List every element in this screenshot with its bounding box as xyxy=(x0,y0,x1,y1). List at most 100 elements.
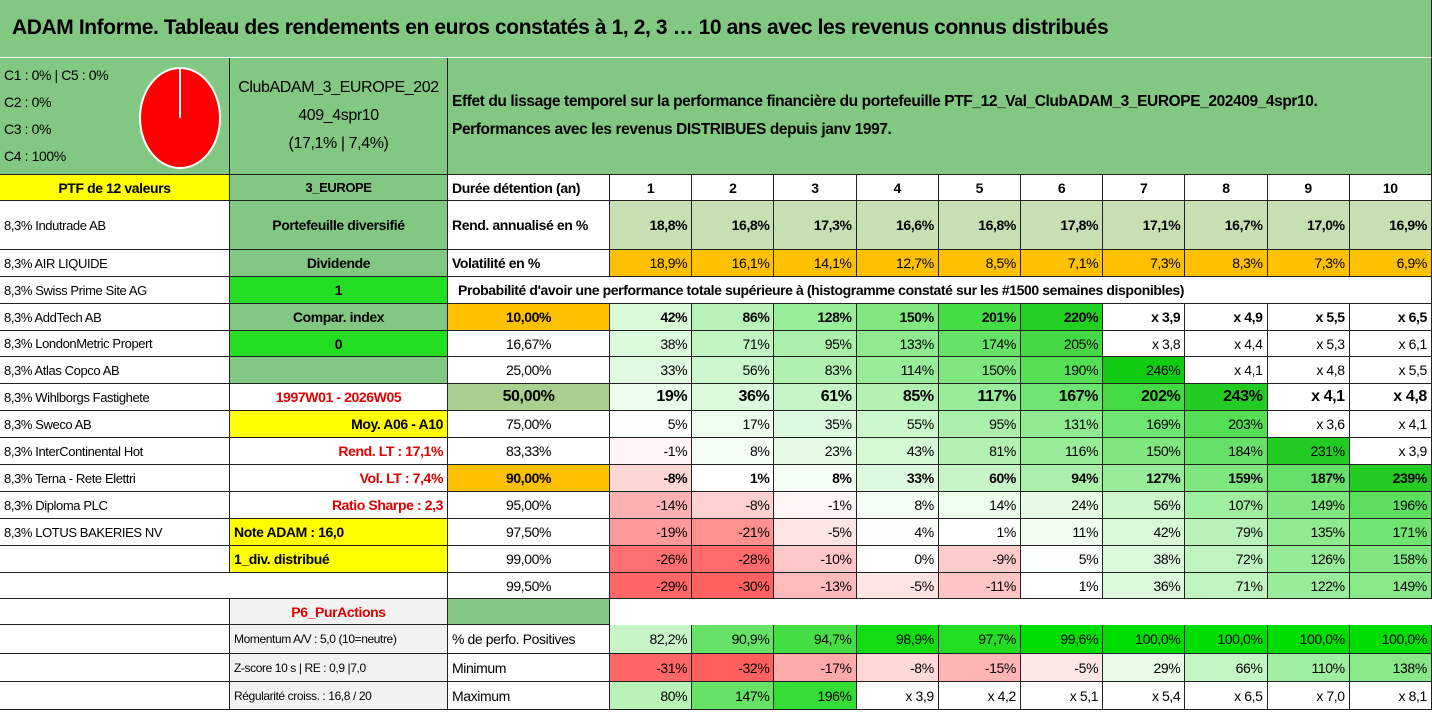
year-header: 2 xyxy=(692,175,775,201)
vol-value: 7,3% xyxy=(1267,250,1350,277)
probability-value: 24% xyxy=(1020,492,1104,519)
holding-item: 8,3% AddTech AB xyxy=(0,304,230,331)
probability-value: x 6,5 xyxy=(1349,304,1432,331)
info-cell xyxy=(230,357,448,384)
stat-value: x 5,4 xyxy=(1103,682,1186,710)
probability-value: -30% xyxy=(692,573,775,599)
probability-value: 169% xyxy=(1103,411,1186,438)
probability-value: -29% xyxy=(610,573,693,599)
stat-value: x 5,1 xyxy=(1020,682,1104,710)
probability-value: 150% xyxy=(938,357,1021,384)
vol-value: 7,3% xyxy=(1103,250,1186,277)
probability-value: 1% xyxy=(692,465,775,492)
probability-value: x 4,8 xyxy=(1349,384,1432,411)
probability-value: 171% xyxy=(1349,519,1432,546)
probability-value: x 5,3 xyxy=(1267,331,1350,357)
empty-cell xyxy=(0,573,448,599)
probability-threshold: 10,00% xyxy=(448,304,610,331)
rend-value: 17,3% xyxy=(774,201,857,250)
year-header: 6 xyxy=(1020,175,1104,201)
probability-value: 43% xyxy=(856,438,939,465)
probability-value: 158% xyxy=(1349,546,1432,573)
info-cell: Note ADAM : 16,0 xyxy=(230,519,448,546)
stat-value: 100,0% xyxy=(1349,625,1432,654)
probability-value: x 4,1 xyxy=(1185,357,1268,384)
info-cell: 1997W01 - 2026W05 xyxy=(230,384,448,411)
holding-item: 8,3% InterContinental Hot xyxy=(0,438,230,465)
stat-value: 97,7% xyxy=(938,625,1021,654)
rend-value: 16,7% xyxy=(1185,201,1268,250)
stat-label: % de perfo. Positives xyxy=(448,625,610,654)
class-c3: C3 : 0% xyxy=(4,121,51,137)
rend-value: 18,8% xyxy=(610,201,693,250)
probability-value: x 3,9 xyxy=(1103,304,1186,331)
probability-threshold: 83,33% xyxy=(448,438,610,465)
stat-value: -17% xyxy=(774,654,857,682)
probability-value: 38% xyxy=(610,331,693,357)
probability-threshold: 99,50% xyxy=(448,573,610,599)
stat-value: 110% xyxy=(1267,654,1350,682)
probability-value: 42% xyxy=(1103,519,1186,546)
class-c1-c5: C1 : 0% | C5 : 0% xyxy=(4,67,109,83)
holding-item: 8,3% Indutrade AB xyxy=(0,201,230,250)
probability-value: 243% xyxy=(1185,384,1268,411)
holding-item: 8,3% Terna - Rete Elettri xyxy=(0,465,230,492)
info-cell: Dividende xyxy=(230,250,448,277)
rend-label: Rend. annualisé en % xyxy=(448,201,610,250)
vol-value: 14,1% xyxy=(774,250,857,277)
probability-value: 8% xyxy=(856,492,939,519)
stat-value: -15% xyxy=(938,654,1021,682)
stat-side-info: Momentum A/V : 5,0 (10=neutre) xyxy=(230,625,448,654)
probability-value: 202% xyxy=(1103,384,1186,411)
vol-label: Volatilité en % xyxy=(448,250,610,277)
probability-value: 187% xyxy=(1267,465,1350,492)
info-cell: 1 xyxy=(230,277,448,304)
probability-value: 95% xyxy=(774,331,857,357)
probability-value: -19% xyxy=(610,519,693,546)
probability-value: 127% xyxy=(1103,465,1186,492)
holding-item: 8,3% Swiss Prime Site AG xyxy=(0,277,230,304)
probability-value: 5% xyxy=(1020,546,1104,573)
stat-value: 94,7% xyxy=(774,625,857,654)
probability-value: 196% xyxy=(1349,492,1432,519)
rend-value: 17,0% xyxy=(1267,201,1350,250)
year-header: 9 xyxy=(1267,175,1350,201)
probability-threshold: 95,00% xyxy=(448,492,610,519)
probability-value: -14% xyxy=(610,492,693,519)
page-title: ADAM Informe. Tableau des rendements en … xyxy=(0,0,1432,58)
stat-value: 100,0% xyxy=(1103,625,1186,654)
description-line: Effet du lissage temporel sur la perform… xyxy=(452,93,1318,110)
portfolio-perf: (17,1% | 7,4%) xyxy=(288,135,389,152)
probability-value: 17% xyxy=(692,411,775,438)
probability-value: 116% xyxy=(1020,438,1104,465)
p6-swatch xyxy=(448,599,610,625)
year-header: 5 xyxy=(938,175,1021,201)
probability-value: -8% xyxy=(610,465,693,492)
probability-value: x 4,1 xyxy=(1267,384,1350,411)
stat-value: -5% xyxy=(1020,654,1104,682)
probability-value: 220% xyxy=(1020,304,1104,331)
region-label: 3_EUROPE xyxy=(230,175,448,201)
probability-value: 174% xyxy=(938,331,1021,357)
probability-value: 122% xyxy=(1267,573,1350,599)
year-header: 7 xyxy=(1103,175,1186,201)
allocation-pie-chart xyxy=(139,67,221,169)
probability-value: 1% xyxy=(1020,573,1104,599)
year-header: 4 xyxy=(856,175,939,201)
stat-value: -32% xyxy=(692,654,775,682)
probability-value: 60% xyxy=(938,465,1021,492)
probability-value: 149% xyxy=(1349,573,1432,599)
vol-value: 6,9% xyxy=(1349,250,1432,277)
empty-cell xyxy=(0,599,230,625)
probability-value: 11% xyxy=(1020,519,1104,546)
probability-value: 85% xyxy=(856,384,939,411)
probability-value: 117% xyxy=(938,384,1021,411)
stat-value: 100,0% xyxy=(1267,625,1350,654)
probability-value: 184% xyxy=(1185,438,1268,465)
stat-value: 147% xyxy=(692,682,775,710)
probability-value: 149% xyxy=(1267,492,1350,519)
probability-value: 159% xyxy=(1185,465,1268,492)
stat-value: 100,0% xyxy=(1185,625,1268,654)
stat-value: x 7,0 xyxy=(1267,682,1350,710)
probability-value: x 4,1 xyxy=(1349,411,1432,438)
